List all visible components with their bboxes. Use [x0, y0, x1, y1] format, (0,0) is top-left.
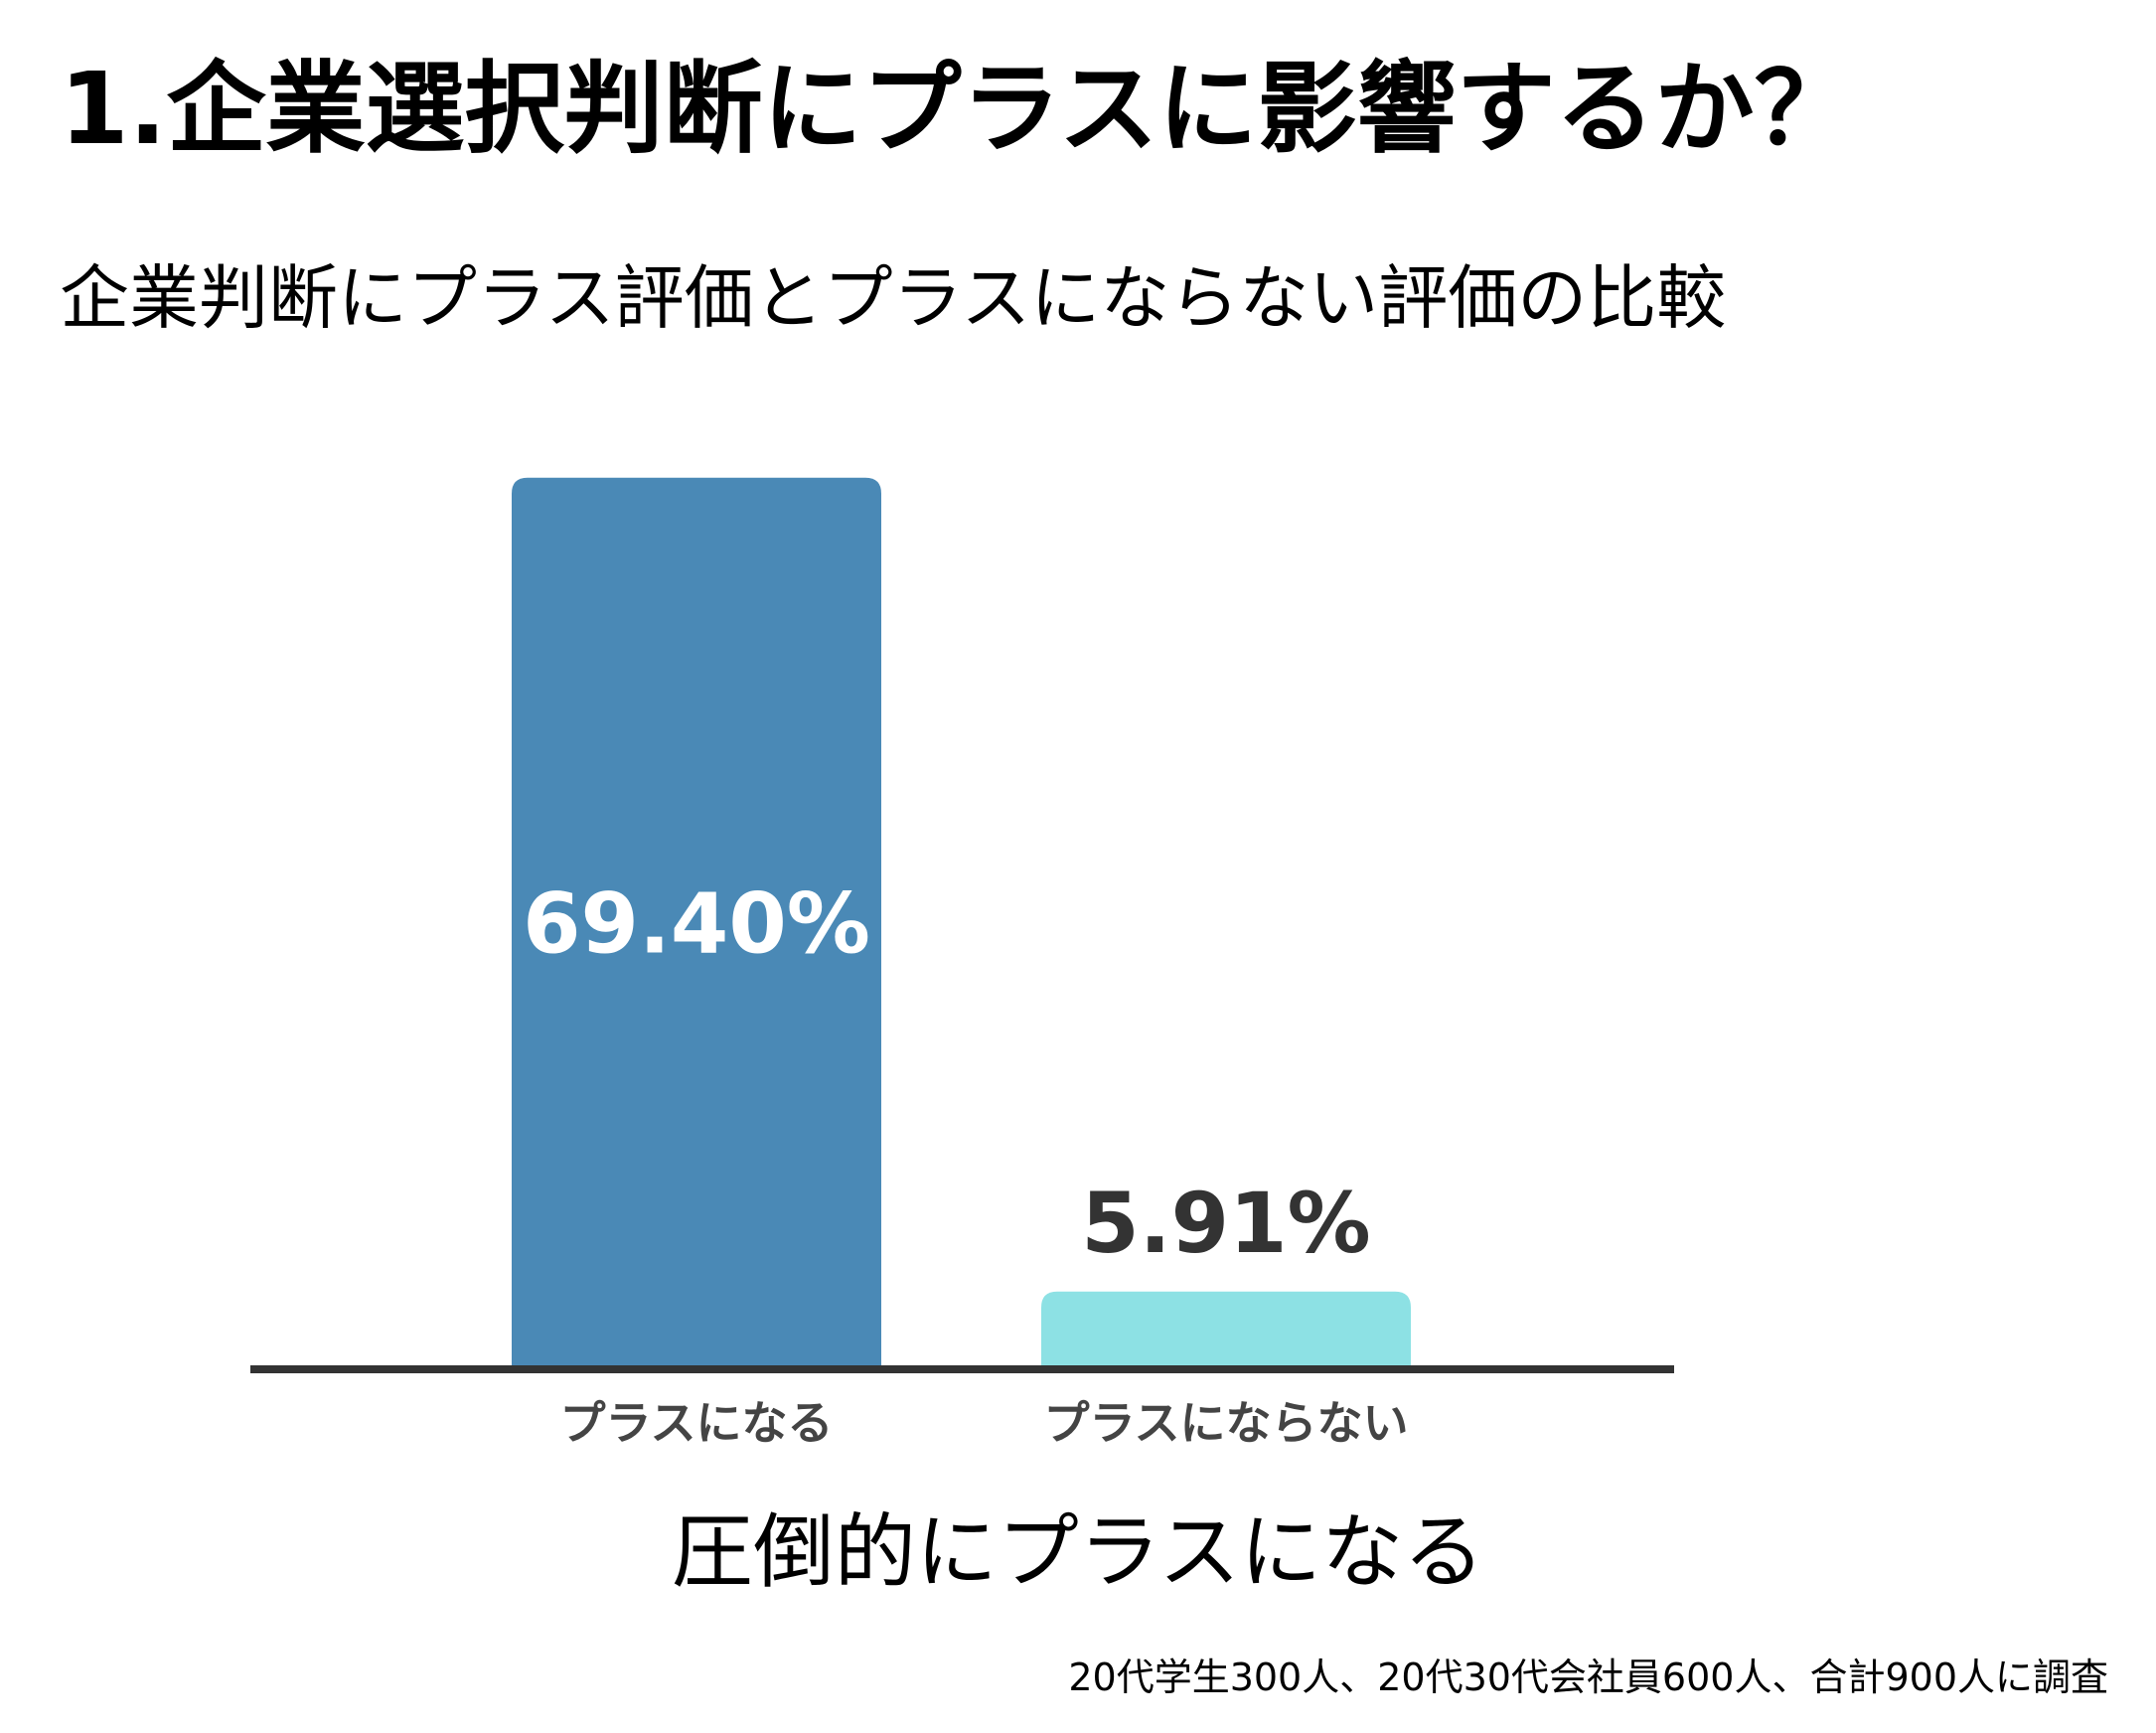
bars-layer — [512, 477, 1411, 1367]
chart-title: 1.企業選択判断にプラスに影響するか？ — [60, 51, 1854, 167]
data-label-1: 69.40% — [523, 874, 870, 972]
data-label-2: 5.91% — [1081, 1175, 1370, 1272]
category-label-1: プラスになる — [559, 1396, 833, 1450]
bar-2 — [1041, 1291, 1411, 1367]
survey-footnote: 20代学生300人、20代30代会社員600人、合計900人に調査 — [1068, 1655, 2108, 1699]
labels-layer: 69.40% プラスになる 5.91% プラスにならない — [523, 874, 1408, 1450]
category-label-2: プラスにならない — [1043, 1396, 1408, 1450]
conclusion-text: 圧倒的にプラスになる — [671, 1505, 1485, 1600]
bar-1 — [512, 477, 881, 1367]
chart-subtitle: 企業判断にプラス評価とプラスにならない評価の比較 — [60, 257, 1727, 339]
